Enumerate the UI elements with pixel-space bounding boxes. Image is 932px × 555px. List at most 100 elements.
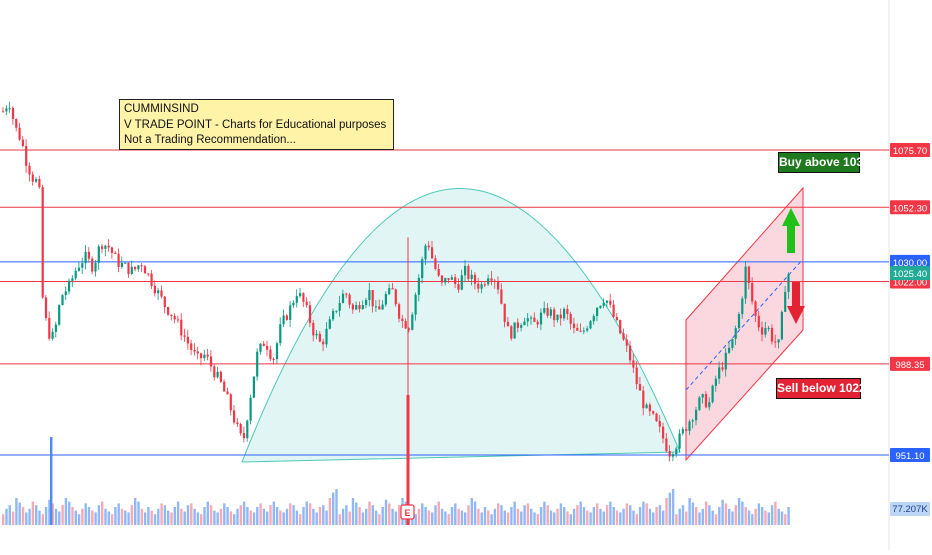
axis-label-bg [890, 356, 930, 371]
candle-body [130, 266, 133, 274]
candle [252, 376, 255, 399]
volume-bar [87, 507, 91, 525]
candle [101, 243, 104, 254]
candle-body [285, 315, 288, 320]
volume-bar [371, 505, 374, 525]
candle-body [635, 367, 638, 385]
candle [223, 379, 226, 392]
volume-bar [41, 514, 44, 525]
candle-body [629, 345, 632, 361]
candle-body [127, 262, 130, 274]
candle-body [332, 310, 335, 320]
axis-label-text: 951.10 [895, 451, 924, 462]
candle [724, 348, 727, 377]
candle [259, 342, 262, 355]
candle-body [658, 421, 661, 427]
candle [549, 306, 552, 319]
candle [622, 328, 625, 341]
candle-body [536, 321, 539, 325]
candle [757, 310, 760, 332]
volume-bar [25, 512, 28, 525]
earnings-marker-icon[interactable]: E [400, 504, 415, 520]
candle-body [510, 326, 513, 339]
candle [731, 338, 734, 351]
candle-body [170, 314, 173, 317]
volume-bar [546, 505, 549, 525]
volume-bar [81, 508, 84, 525]
last-price-label: 1025.40 [890, 266, 930, 281]
sell-callout: Sell below 1022 [776, 378, 866, 399]
candle [266, 340, 269, 356]
candle [180, 313, 183, 341]
candle-body [480, 284, 483, 289]
candle-body [299, 293, 302, 297]
candle [467, 263, 470, 282]
candle [203, 349, 206, 361]
note-line-disclaimer: V TRADE POINT - Charts for Educational p… [124, 118, 389, 131]
candle-body [38, 178, 41, 188]
volume-bar [549, 510, 553, 525]
candle-body [483, 284, 486, 286]
candle-body [731, 338, 734, 348]
candle [226, 387, 229, 395]
candle-body [190, 343, 193, 350]
candle-body [655, 413, 658, 422]
volume-bar [8, 505, 11, 525]
volume-bar [58, 511, 61, 525]
candle [721, 362, 724, 372]
volume-bar [721, 499, 724, 525]
volume-bar [262, 508, 266, 525]
candle [51, 328, 54, 341]
volume-bar [31, 501, 35, 525]
candle [447, 278, 450, 284]
candle [398, 302, 401, 323]
candle-body [223, 381, 226, 392]
candle-body [104, 245, 107, 249]
volume-bar [642, 501, 645, 525]
candle-body [619, 320, 622, 334]
volume-bar [652, 512, 655, 525]
candle [143, 265, 147, 274]
volume-bar [665, 498, 668, 525]
candle [404, 318, 407, 330]
volume-bar [101, 501, 104, 525]
candle [701, 393, 704, 404]
candle-body [341, 293, 345, 304]
volume-bar [64, 498, 68, 525]
volume-bar [767, 512, 770, 525]
candle [246, 419, 249, 442]
candle [539, 308, 543, 331]
volume-bar [526, 503, 530, 525]
candle [91, 256, 94, 275]
candle-body [503, 303, 506, 322]
candle [483, 281, 486, 288]
volume-bar [338, 514, 341, 525]
candle [480, 281, 483, 294]
volume-bar [308, 503, 312, 525]
candle-body [761, 327, 764, 335]
svg-text:E: E [404, 508, 410, 518]
candle [586, 325, 589, 333]
candle [58, 304, 61, 327]
volume-bar [275, 507, 279, 525]
candle-body [318, 333, 321, 342]
volume-bar [635, 514, 638, 525]
volume-bar [662, 510, 665, 525]
candle-body [374, 306, 378, 308]
candle-body [180, 319, 183, 336]
volume-bar [104, 508, 107, 525]
volume-bar [678, 508, 681, 525]
candle-body [404, 321, 407, 329]
candle-body [315, 333, 318, 336]
candle-body [256, 351, 259, 377]
candle-body [242, 433, 246, 439]
candle [332, 308, 335, 322]
candle-body [675, 448, 678, 455]
candle-body [94, 262, 97, 272]
candle-body [391, 288, 394, 290]
candle-body [21, 139, 24, 147]
candle-body [751, 283, 754, 302]
volume-bar [365, 508, 368, 525]
